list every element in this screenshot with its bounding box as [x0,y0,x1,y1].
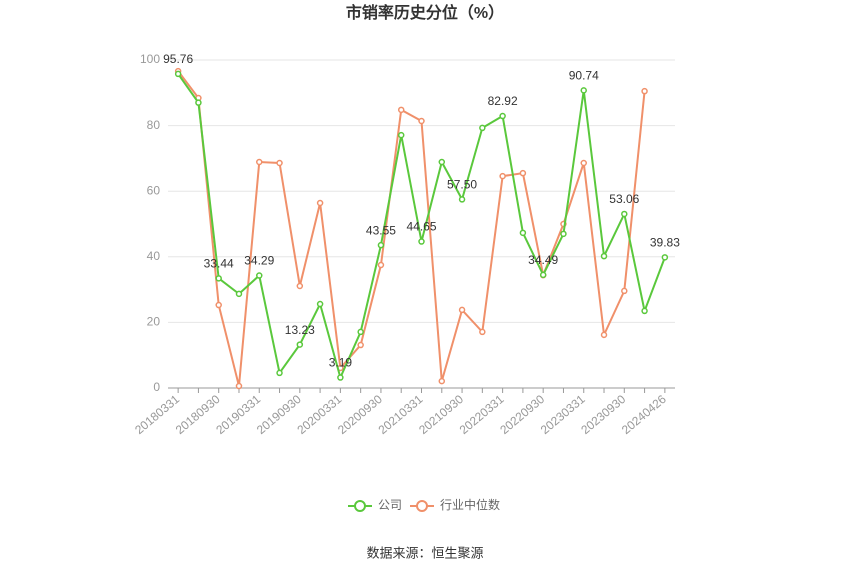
data-label: 53.06 [609,192,639,206]
y-tick-label: 100 [140,52,160,66]
data-point [235,290,243,298]
data-point [215,275,222,282]
y-tick-label: 60 [147,183,161,197]
y-tick-label: 40 [147,249,161,263]
data-label: 57.50 [447,178,477,192]
data-point [256,158,263,166]
data-point [377,241,385,249]
data-point [458,196,466,203]
data-point [276,369,283,377]
data-point [661,254,669,261]
data-label: 95.76 [163,52,193,66]
data-point [276,159,283,167]
data-point [621,210,628,218]
data-point [418,117,425,125]
data-point [621,287,628,295]
data-point [357,341,364,349]
data-point [296,282,304,290]
data-point [235,382,243,390]
x-tick-label: 20240426 [619,392,669,437]
source-note: 数据来源：恒生聚源 [366,545,483,560]
data-label: 33.44 [204,256,234,270]
data-label: 90.74 [569,69,599,83]
data-point [174,70,182,78]
data-point [499,112,506,120]
data-point [215,301,222,309]
data-point [296,341,304,348]
data-label: 3.19 [329,356,353,370]
legend-label: 公司 [378,498,402,512]
y-tick-label: 80 [147,118,161,132]
data-point [580,159,587,167]
data-point [600,331,608,339]
data-point [397,106,405,114]
legend-marker [416,500,428,512]
data-point [641,307,648,315]
legend-label: 行业中位数 [440,497,500,512]
data-label: 34.29 [244,254,274,268]
data-point [641,87,648,95]
data-label: 43.55 [366,223,396,237]
data-point [519,229,527,237]
data-point [337,374,344,381]
data-point [256,272,263,279]
data-point [458,306,466,314]
data-point [418,238,425,245]
chart-title: 市销率历史分位（%） [346,3,504,22]
data-point [560,230,567,238]
data-point [580,87,587,94]
data-point [539,271,547,279]
y-tick-label: 20 [147,315,161,329]
data-point [479,124,486,132]
data-point [438,377,446,385]
data-point [195,99,202,106]
y-tick-label: 0 [153,380,160,394]
data-point [377,261,385,269]
data-point [397,131,405,139]
data-label: 13.23 [285,323,315,337]
data-label: 44.65 [406,220,436,234]
legend-marker [354,500,366,512]
data-point [316,300,324,308]
data-point [316,199,324,207]
data-label: 34.49 [528,253,558,267]
data-point [499,172,506,180]
data-point [600,252,608,260]
data-point [357,328,364,336]
data-point [519,169,527,177]
data-point [479,328,486,336]
data-point [438,158,446,166]
data-label: 39.83 [650,236,680,250]
data-label: 82.92 [488,94,518,108]
